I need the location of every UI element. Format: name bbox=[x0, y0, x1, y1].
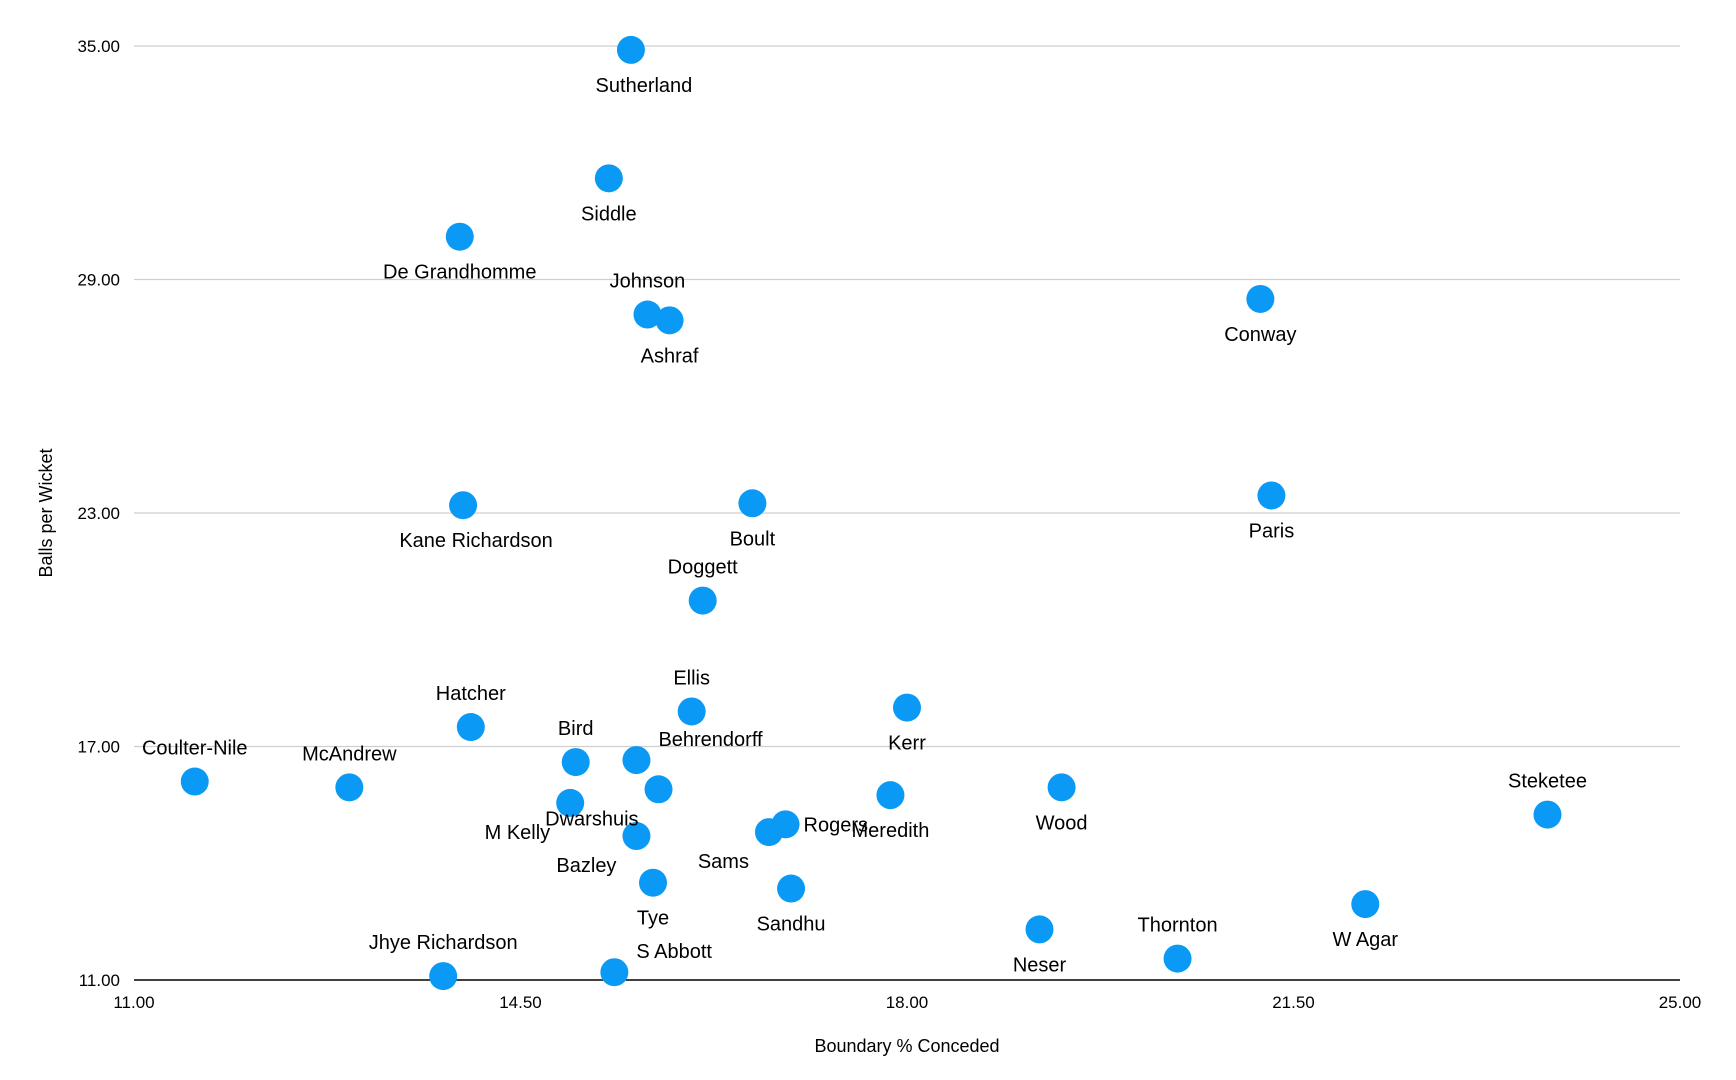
data-point bbox=[445, 222, 474, 251]
data-point bbox=[429, 962, 458, 991]
point-label: Neser bbox=[1013, 954, 1067, 976]
point-label: Boult bbox=[730, 528, 776, 550]
point-label: Ashraf bbox=[641, 345, 699, 367]
data-point bbox=[622, 822, 651, 851]
point-label: Sutherland bbox=[596, 75, 693, 97]
data-point bbox=[1533, 800, 1562, 829]
x-axis-title: Boundary % Conceded bbox=[814, 1036, 999, 1056]
point-label: Thornton bbox=[1138, 915, 1218, 937]
point-label: Coulter-Nile bbox=[142, 738, 248, 760]
y-axis-title: Balls per Wicket bbox=[36, 448, 56, 577]
point-label: M Kelly bbox=[485, 822, 551, 844]
data-point bbox=[1246, 284, 1275, 313]
point-label: Steketee bbox=[1508, 771, 1587, 793]
x-tick-label: 11.00 bbox=[113, 993, 154, 1012]
data-point bbox=[600, 958, 629, 987]
data-point bbox=[738, 489, 767, 518]
point-label: Doggett bbox=[668, 557, 738, 579]
data-point bbox=[556, 788, 585, 817]
point-label: Sams bbox=[698, 851, 749, 873]
point-label: Kane Richardson bbox=[399, 530, 552, 552]
point-label: Hatcher bbox=[436, 683, 506, 705]
x-tick-label: 21.50 bbox=[1272, 993, 1315, 1012]
point-label: S Abbott bbox=[636, 941, 712, 963]
x-tick-label: 18.00 bbox=[886, 993, 929, 1012]
data-point bbox=[456, 713, 485, 742]
data-point bbox=[449, 491, 478, 520]
y-tick-label: 23.00 bbox=[77, 504, 120, 523]
data-points bbox=[180, 35, 1562, 991]
data-point bbox=[777, 874, 806, 903]
point-label: McAndrew bbox=[302, 743, 397, 765]
x-tick-label: 25.00 bbox=[1659, 993, 1702, 1012]
point-labels: Sutherland Siddle De Grandhomme Johnson Ashr… bbox=[142, 75, 1587, 977]
data-point bbox=[876, 781, 905, 810]
gridlines bbox=[134, 45, 1680, 981]
data-point bbox=[594, 164, 623, 193]
tick-labels: 11.00 17.00 23.00 29.00 35.00 11.00 14.50 18.00… bbox=[77, 37, 1701, 1012]
point-label: W Agar bbox=[1332, 929, 1398, 951]
y-tick-label: 35.00 bbox=[77, 37, 120, 56]
x-tick-label: 14.50 bbox=[499, 993, 542, 1012]
point-label: Tye bbox=[637, 908, 669, 930]
point-label: Conway bbox=[1224, 324, 1296, 346]
data-point bbox=[655, 306, 684, 335]
point-label: Ellis bbox=[673, 667, 710, 689]
point-label: Siddle bbox=[581, 203, 637, 225]
data-point bbox=[622, 746, 651, 775]
point-label: Paris bbox=[1249, 520, 1295, 542]
y-tick-label: 11.00 bbox=[79, 971, 120, 990]
point-label: Rogers bbox=[804, 814, 868, 836]
point-label: Johnson bbox=[610, 271, 686, 293]
data-point bbox=[1351, 890, 1380, 919]
point-label: Jhye Richardson bbox=[369, 932, 518, 954]
data-point bbox=[633, 300, 662, 329]
y-tick-label: 29.00 bbox=[77, 271, 120, 290]
data-point bbox=[335, 773, 364, 802]
data-point bbox=[180, 767, 209, 796]
data-point bbox=[677, 697, 706, 726]
data-point bbox=[1257, 481, 1286, 510]
data-point bbox=[639, 868, 668, 897]
point-label: Wood bbox=[1036, 812, 1088, 834]
data-point bbox=[688, 586, 717, 615]
data-point bbox=[754, 818, 783, 847]
point-label: Sandhu bbox=[757, 914, 826, 936]
data-point bbox=[1025, 915, 1054, 944]
data-point bbox=[561, 748, 590, 777]
point-label: Meredith bbox=[852, 820, 930, 842]
y-tick-label: 17.00 bbox=[77, 738, 120, 757]
point-label: Kerr bbox=[888, 733, 926, 755]
data-point bbox=[616, 35, 645, 64]
point-label: De Grandhomme bbox=[383, 262, 536, 284]
point-label: Dwarshuis bbox=[545, 808, 638, 830]
point-label: Behrendorff bbox=[658, 729, 763, 751]
data-point bbox=[1047, 773, 1076, 802]
data-point bbox=[893, 693, 921, 722]
point-label: Bird bbox=[558, 718, 594, 740]
data-point bbox=[1163, 944, 1192, 973]
data-point bbox=[644, 775, 673, 804]
point-label: Bazley bbox=[556, 855, 616, 877]
